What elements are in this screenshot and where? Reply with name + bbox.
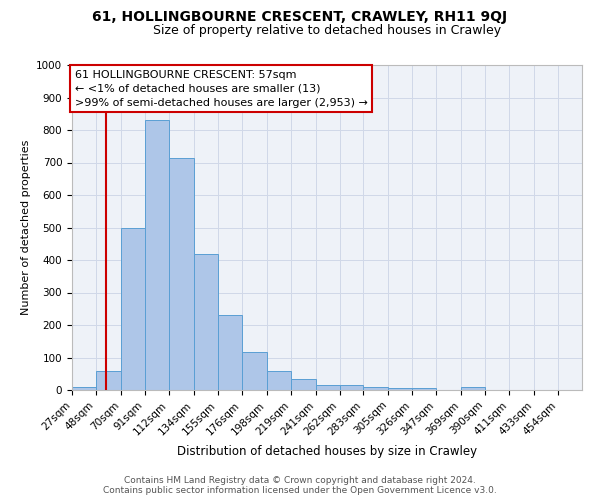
Bar — [461, 387, 485, 390]
Bar — [340, 386, 364, 390]
X-axis label: Distribution of detached houses by size in Crawley: Distribution of detached houses by size … — [177, 445, 477, 458]
Bar — [388, 388, 412, 390]
Bar — [96, 370, 121, 390]
Text: 61, HOLLINGBOURNE CRESCENT, CRAWLEY, RH11 9QJ: 61, HOLLINGBOURNE CRESCENT, CRAWLEY, RH1… — [92, 10, 508, 24]
Bar — [290, 378, 316, 390]
Text: Contains HM Land Registry data © Crown copyright and database right 2024.
Contai: Contains HM Land Registry data © Crown c… — [103, 476, 497, 495]
Bar — [364, 387, 388, 390]
Bar — [72, 388, 96, 390]
Bar — [169, 158, 194, 390]
Bar — [266, 372, 290, 390]
Bar — [121, 228, 145, 390]
Text: 61 HOLLINGBOURNE CRESCENT: 57sqm
← <1% of detached houses are smaller (13)
>99% : 61 HOLLINGBOURNE CRESCENT: 57sqm ← <1% o… — [74, 70, 367, 108]
Bar — [242, 352, 266, 390]
Bar — [145, 120, 169, 390]
Title: Size of property relative to detached houses in Crawley: Size of property relative to detached ho… — [153, 24, 501, 38]
Bar — [412, 388, 436, 390]
Bar — [194, 254, 218, 390]
Y-axis label: Number of detached properties: Number of detached properties — [20, 140, 31, 315]
Bar — [218, 314, 242, 390]
Bar — [316, 385, 340, 390]
